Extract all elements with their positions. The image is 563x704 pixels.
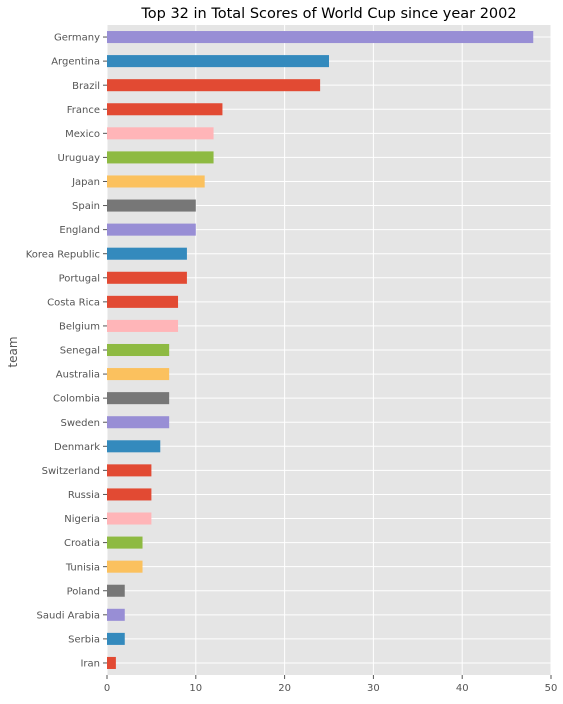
y-tick-label: Serbia <box>68 634 100 645</box>
bar-senegal <box>107 343 170 357</box>
y-tick-label: Nigeria <box>64 514 100 525</box>
y-tick-label: Russia <box>68 490 100 501</box>
bar-russia <box>107 488 152 501</box>
y-tick-label: England <box>59 225 100 236</box>
bar-croatia <box>107 536 143 549</box>
y-tick-label: Brazil <box>72 81 100 92</box>
bar-saudi-arabia <box>107 608 125 621</box>
y-tick-label: Spain <box>72 201 100 212</box>
y-tick-label: Colombia <box>53 394 100 405</box>
y-tick-label: Costa Rica <box>47 297 100 308</box>
chart-title: Top 32 in Total Scores of World Cup sinc… <box>140 6 516 22</box>
bar-argentina <box>107 55 329 68</box>
bar-costa-rica <box>107 295 179 308</box>
bar-colombia <box>107 392 170 405</box>
y-tick-label: Croatia <box>64 538 100 549</box>
x-tick-label: 40 <box>456 683 469 694</box>
y-tick-label: Mexico <box>65 129 100 140</box>
y-tick-label: Tunisia <box>65 562 100 573</box>
y-tick-label: Japan <box>71 177 100 188</box>
bar-nigeria <box>107 512 152 525</box>
y-tick-label: Argentina <box>51 57 100 68</box>
bar-tunisia <box>107 560 143 573</box>
y-tick-label: Iran <box>80 659 100 670</box>
bar-germany <box>107 31 534 44</box>
bar-japan <box>107 175 205 188</box>
bar-mexico <box>107 127 214 140</box>
y-tick-label: Korea Republic <box>26 249 100 260</box>
bar-sweden <box>107 416 170 429</box>
bar-serbia <box>107 632 125 645</box>
bar-denmark <box>107 440 161 453</box>
y-tick-label: Belgium <box>59 322 100 333</box>
bar-spain <box>107 199 196 212</box>
bar-portugal <box>107 271 187 284</box>
bar-uruguay <box>107 151 214 164</box>
bar-switzerland <box>107 464 152 477</box>
y-tick-label: Denmark <box>54 442 100 453</box>
plot-area: 0 10 20 30 40 50 Germany Argentina Brazil France M… <box>26 25 558 694</box>
bar-iran <box>107 656 116 669</box>
y-tick-label: Portugal <box>59 273 100 284</box>
y-tick-label: Australia <box>56 370 100 381</box>
y-tick-label: Switzerland <box>42 466 100 477</box>
bar-australia <box>107 368 170 381</box>
y-tick-label: Germany <box>54 33 100 44</box>
y-tick-label: Poland <box>67 586 100 597</box>
x-tick-label: 30 <box>367 683 380 694</box>
bar-brazil <box>107 79 321 92</box>
y-tick-label: Senegal <box>60 346 100 357</box>
y-tick-label: Sweden <box>60 418 100 429</box>
bar-france <box>107 103 223 116</box>
bar-belgium <box>107 319 179 332</box>
bar-england <box>107 223 196 236</box>
x-tick-label: 10 <box>189 683 202 694</box>
y-tick-label: France <box>67 105 100 116</box>
x-tick-label: 0 <box>104 683 110 694</box>
y-tick-label: Uruguay <box>58 153 101 164</box>
x-tick-label: 20 <box>278 683 291 694</box>
bar-poland <box>107 584 125 597</box>
bar-korea-republic <box>107 247 187 260</box>
x-tick-label: 50 <box>545 683 558 694</box>
y-axis-label: team <box>6 336 20 367</box>
y-tick-label: Saudi Arabia <box>37 610 100 621</box>
